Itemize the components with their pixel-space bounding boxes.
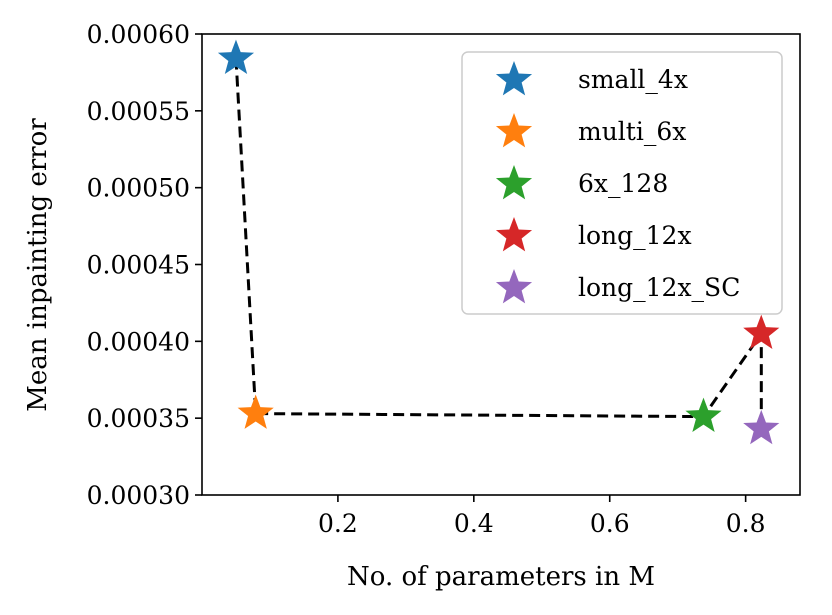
point-6x-128: [685, 397, 722, 432]
y-axis-ticks: 0.00030 0.00035 0.00040 0.00045 0.00050 0.000…: [87, 20, 202, 510]
data-points: [217, 39, 780, 445]
x-tick-label: 0.6: [590, 509, 630, 538]
legend-label-long-12x-SC: long_12x_SC: [578, 273, 740, 302]
plot-frame: [201, 33, 801, 496]
legend-label-multi-6x: multi_6x: [578, 117, 686, 146]
legend-marker-6x-128: [495, 165, 533, 200]
legend-marker-multi-6x: [495, 113, 533, 148]
x-tick-label: 0.2: [318, 509, 358, 538]
legend-marker-long-12x: [495, 217, 533, 252]
y-axis-label: Mean inpainting error: [23, 118, 53, 412]
point-small-4x: [217, 39, 255, 74]
point-multi-6x: [237, 394, 274, 429]
point-long-12x-SC: [743, 409, 780, 445]
y-tick-label: 0.00055: [87, 97, 190, 126]
legend: small_4x multi_6x 6x_128 long_12x long_12x_S…: [461, 51, 783, 315]
legend-label-small-4x: small_4x: [578, 65, 688, 94]
y-tick-label: 0.00035: [87, 404, 190, 433]
legend-label-long-12x: long_12x: [578, 221, 692, 250]
point-long-12x: [743, 314, 780, 350]
y-tick-label: 0.00040: [87, 327, 190, 356]
x-axis-ticks: 0.2 0.4 0.6 0.8: [318, 495, 766, 538]
x-axis-label: No. of parameters in M: [347, 562, 655, 592]
legend-marker-long-12x-SC: [495, 269, 533, 304]
y-tick-label: 0.00030: [87, 481, 190, 510]
y-tick-label: 0.00050: [87, 174, 190, 203]
legend-marker-small-4x: [495, 61, 533, 96]
y-tick-label: 0.00060: [87, 20, 190, 49]
x-tick-label: 0.4: [454, 509, 494, 538]
y-tick-label: 0.00045: [87, 251, 190, 280]
legend-label-6x-128: 6x_128: [578, 169, 668, 198]
legend-box: [461, 51, 783, 315]
x-tick-label: 0.8: [726, 509, 766, 538]
